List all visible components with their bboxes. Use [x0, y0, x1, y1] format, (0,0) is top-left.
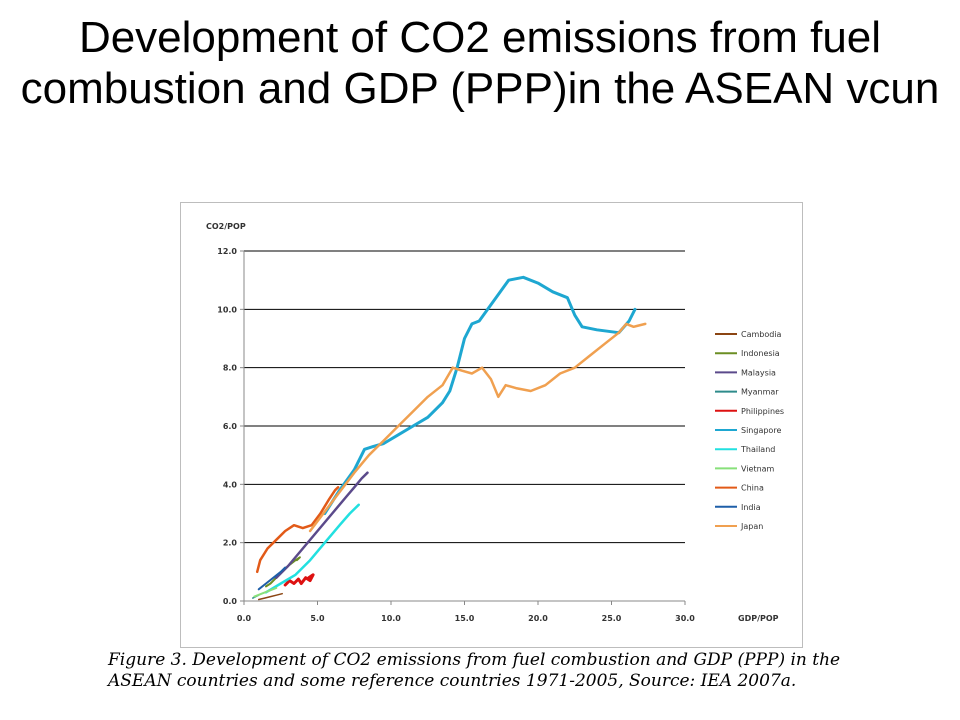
y-tick-label: 4.0: [223, 480, 238, 489]
legend-label-japan: Japan: [740, 522, 763, 531]
legend-label-indonesia: Indonesia: [741, 349, 780, 358]
legend-label-china: China: [741, 484, 764, 493]
series-line-philippines: [283, 573, 315, 587]
legend-label-myanmar: Myanmar: [741, 388, 779, 397]
y-axis-label: CO2/POP: [206, 222, 246, 231]
x-tick-label: 5.0: [310, 614, 325, 623]
x-tick-label: 20.0: [528, 614, 548, 623]
x-tick-label: 0.0: [237, 614, 252, 623]
y-tick-label: 6.0: [223, 422, 238, 431]
co2-gdp-line-chart: 0.0 2.0 4.0 6.0 8.0 10.0 12.0 0.0 5.0 10.0 15.0 20.…: [206, 222, 784, 623]
series-line-china: [255, 486, 340, 574]
legend-label-vietnam: Vietnam: [741, 464, 775, 473]
series-line-cambodia: [257, 592, 283, 601]
x-tick-label: 15.0: [455, 614, 475, 623]
figure-caption: Figure 3. Development of CO2 emissions f…: [108, 650, 868, 692]
y-tick-label: 0.0: [223, 597, 238, 606]
legend-label-india: India: [741, 503, 761, 512]
x-tick-label: 25.0: [602, 614, 622, 623]
x-tick-label: 30.0: [675, 614, 695, 623]
x-tick-label: 10.0: [381, 614, 401, 623]
legend-label-singapore: Singapore: [741, 426, 781, 435]
series-line-japan: [308, 322, 647, 533]
y-tick-label: 10.0: [217, 305, 237, 314]
legend-label-philippines: Philippines: [741, 407, 784, 416]
legend-label-malaysia: Malaysia: [741, 368, 776, 377]
series-line-singapore: [323, 275, 637, 515]
caption-line-1: Figure 3. Development of CO2 emissions f…: [108, 650, 841, 670]
series-line-vietnam: [253, 586, 278, 598]
caption-line-2: ASEAN countries and some reference count…: [108, 671, 797, 691]
legend-label-cambodia: Cambodia: [741, 330, 782, 339]
y-tick-label: 2.0: [223, 539, 238, 548]
x-axis-label: GDP/POP: [738, 614, 779, 623]
series-line-india: [257, 566, 287, 591]
chart-frame: 0.0 2.0 4.0 6.0 8.0 10.0 12.0 0.0 5.0 10.0 15.0 20.…: [180, 202, 803, 648]
legend-label-thailand: Thailand: [740, 445, 775, 454]
series-line-thailand: [264, 503, 360, 594]
series-line-malaysia: [275, 471, 369, 579]
y-tick-label: 8.0: [223, 364, 238, 373]
y-tick-label: 12.0: [217, 247, 237, 256]
slide-title: Development of CO2 emissions from fuel c…: [20, 13, 940, 113]
